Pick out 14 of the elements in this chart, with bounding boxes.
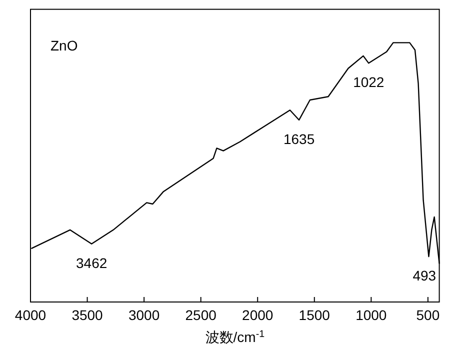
x-tick-label: 3000 [128,307,160,323]
annotation: 1635 [283,130,315,147]
annotation: 1022 [353,74,384,90]
annotation: ZnO [50,37,78,54]
x-tick-label: 2500 [185,307,217,323]
x-axis-title: 波数/cm$^{-1}$ [205,328,265,345]
x-tick-label: 500 [416,307,440,323]
x-tick-label: 1000 [356,307,387,323]
x-tick-label: 3500 [72,307,104,323]
x-tick-label: 2000 [242,307,274,323]
x-tick-label: 1500 [298,307,330,323]
annotation: 493 [412,268,436,284]
x-tick-label: 4000 [14,307,46,323]
annotation: 3462 [76,254,108,271]
